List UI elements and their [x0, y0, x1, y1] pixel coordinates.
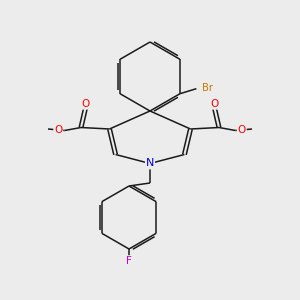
Text: O: O	[54, 125, 62, 136]
Text: O: O	[81, 99, 90, 109]
Text: O: O	[210, 99, 219, 109]
Text: N: N	[146, 158, 154, 169]
Text: Br: Br	[202, 83, 213, 93]
Text: F: F	[126, 256, 132, 266]
Text: O: O	[238, 125, 246, 136]
